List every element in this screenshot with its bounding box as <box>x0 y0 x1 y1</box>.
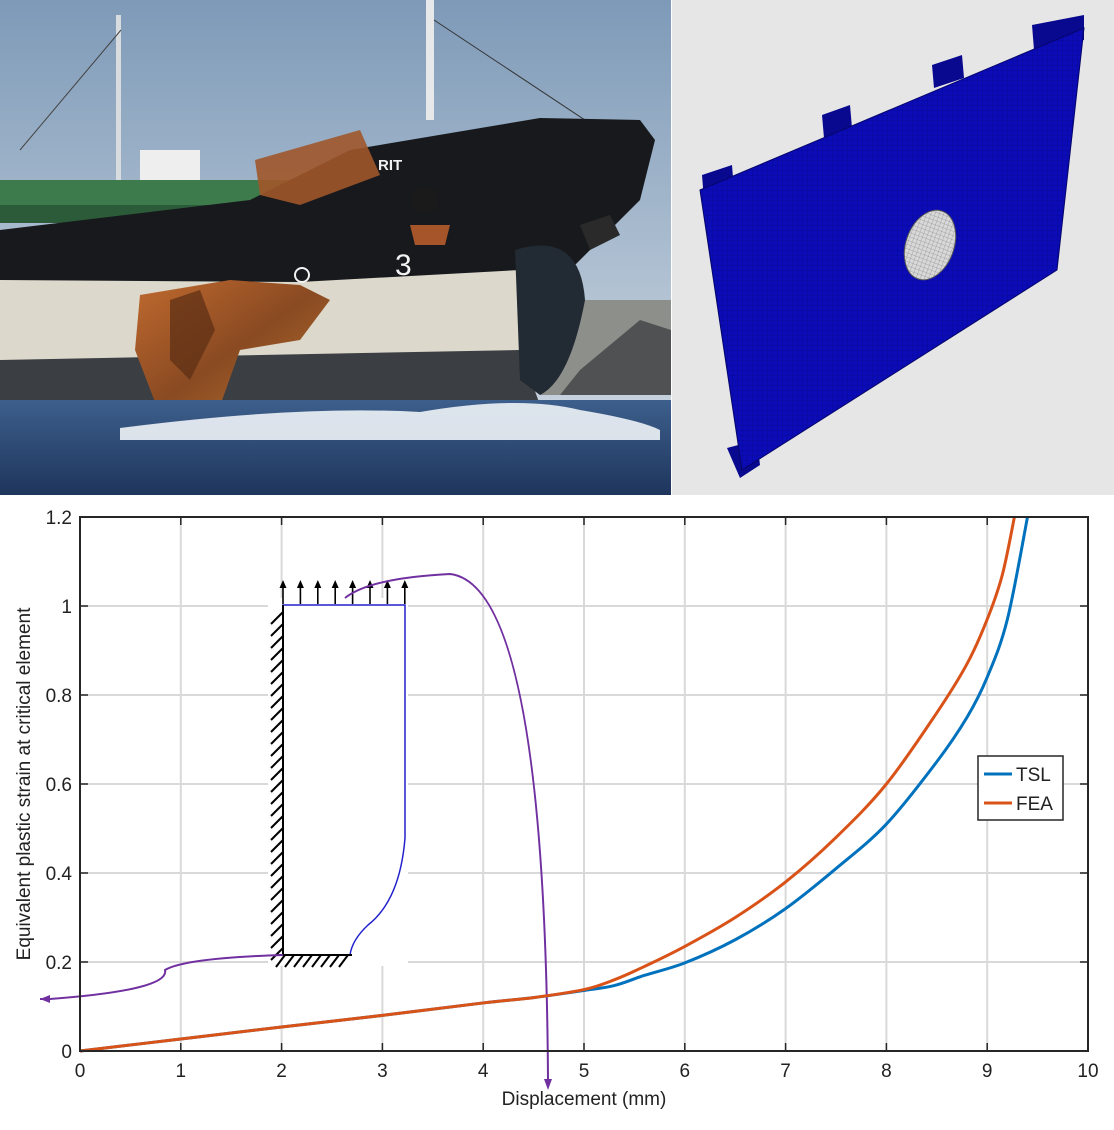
y-tick-label: 0.8 <box>46 686 72 707</box>
plimsoll-mark <box>294 267 310 283</box>
inset-pointer-left-arrowhead <box>40 995 50 1003</box>
clamp-hatch <box>270 851 284 865</box>
inset-pointer-left <box>49 954 284 1000</box>
legend-label-fea: FEA <box>1016 794 1053 815</box>
clamp-hatch <box>270 647 284 661</box>
y-axis-label: Equivalent plastic strain at critical el… <box>14 607 35 960</box>
support-hatch <box>284 954 295 968</box>
load-arrow-head <box>296 580 304 588</box>
legend-label-tsl: TSL <box>1016 765 1051 786</box>
inset-pointer-bottom <box>344 572 549 1081</box>
clamp-hatch <box>270 767 284 781</box>
fe-mesh-model-image <box>672 0 1114 495</box>
clamp-hatch <box>270 743 284 757</box>
y-tick-label: 1.2 <box>46 508 72 529</box>
x-axis-label: Displacement (mm) <box>502 1089 667 1110</box>
series-line-fea <box>79 516 1016 1053</box>
clamp-hatch <box>270 935 284 949</box>
load-arrow-head <box>349 580 357 588</box>
clamp-hatch <box>270 827 284 841</box>
clamp-hatch <box>270 947 284 961</box>
axis-ticks: 0 1 2 3 4 5 6 7 8 9 10 0 0.2 0.4 0.6 0.8 1 1.2 <box>46 508 1099 1082</box>
clamp-hatch <box>270 635 284 649</box>
coal-pile <box>560 320 671 395</box>
support-hatch <box>338 954 349 968</box>
stiffened-plate <box>699 27 1085 471</box>
bow-wave <box>120 402 660 440</box>
clamp-hatch <box>270 659 284 673</box>
x-tick-label: 9 <box>982 1061 993 1082</box>
clamp-hatch <box>270 707 284 721</box>
y-tick-label: 0.2 <box>46 953 72 974</box>
x-tick-label: 2 <box>276 1061 287 1082</box>
clamp-hatch <box>270 611 284 625</box>
ship-illustration: RIT 3 <box>0 0 671 495</box>
chart-svg: 0 1 2 3 4 5 6 7 8 9 10 0 0.2 0.4 0.6 0.8 1 1.2 Displaceme… <box>14 508 1099 1110</box>
clamp-hatch <box>270 671 284 685</box>
clamp-hatch <box>270 731 284 745</box>
x-tick-label: 7 <box>780 1061 791 1082</box>
y-tick-label: 1 <box>61 597 72 618</box>
fe-mesh-illustration <box>699 15 1085 478</box>
anchor <box>410 225 450 245</box>
clamp-hatch <box>270 623 284 637</box>
clamp-hatch <box>270 683 284 697</box>
y-tick-label: 0.6 <box>46 775 72 796</box>
y-tick-label: 0 <box>61 1042 72 1063</box>
x-tick-label: 8 <box>881 1061 892 1082</box>
load-arrow-head <box>331 580 339 588</box>
x-tick-label: 0 <box>75 1061 86 1082</box>
y-tick-label: 0.4 <box>46 864 73 885</box>
support-hatch <box>302 954 313 968</box>
clamp-hatch <box>270 815 284 829</box>
indenter-contact-region <box>903 209 957 281</box>
load-arrow-head <box>314 580 322 588</box>
load-arrow-head <box>279 580 287 588</box>
clamp-hatch <box>270 887 284 901</box>
specimen-outline <box>282 604 406 956</box>
clamp-hatch <box>270 755 284 769</box>
clamp-hatch <box>270 911 284 925</box>
clamp-hatch <box>270 695 284 709</box>
clamp-hatch <box>270 779 284 793</box>
clamp-hatch <box>270 803 284 817</box>
clamp-hatch <box>270 875 284 889</box>
clamp-hatch <box>270 791 284 805</box>
legend: TSL FEA <box>977 755 1064 821</box>
x-tick-label: 4 <box>478 1061 489 1082</box>
inset-pointer-bottom-arrowhead <box>544 1079 552 1090</box>
damaged-ship-photo: RIT 3 <box>0 0 671 495</box>
support-hatch <box>293 954 304 968</box>
anchor <box>580 215 620 250</box>
clamp-hatch <box>270 863 284 877</box>
ship-name-text: RIT <box>378 157 402 174</box>
clamp-hatch <box>270 899 284 913</box>
stiffener-flange <box>932 55 964 88</box>
bulbous-bow <box>515 245 585 395</box>
load-arrow-head <box>401 580 409 588</box>
support-hatch <box>311 954 322 968</box>
load-arrow-head <box>383 580 391 588</box>
clamp-hatch <box>270 719 284 733</box>
x-tick-label: 3 <box>377 1061 388 1082</box>
x-tick-label: 1 <box>176 1061 187 1082</box>
hull-bottom <box>0 350 540 410</box>
x-tick-label: 6 <box>680 1061 691 1082</box>
x-tick-label: 10 <box>1077 1061 1098 1082</box>
legend-box <box>977 755 1064 821</box>
hull-mark-text: 3 <box>395 249 412 282</box>
grid <box>79 516 1089 1052</box>
series-lines <box>79 516 1029 1053</box>
strain-displacement-chart: 0 1 2 3 4 5 6 7 8 9 10 0 0.2 0.4 0.6 0.8 1 1.2 Displaceme… <box>0 500 1114 1125</box>
deck-house <box>140 150 200 185</box>
clamp-hatch <box>270 839 284 853</box>
mast <box>426 0 434 120</box>
clamp-hatch <box>270 923 284 937</box>
inset-schematic <box>40 572 552 1090</box>
mast <box>116 15 121 190</box>
support-hatch <box>320 954 331 968</box>
support-hatch <box>275 954 286 968</box>
x-tick-label: 5 <box>579 1061 590 1082</box>
support-hatch <box>329 954 340 968</box>
